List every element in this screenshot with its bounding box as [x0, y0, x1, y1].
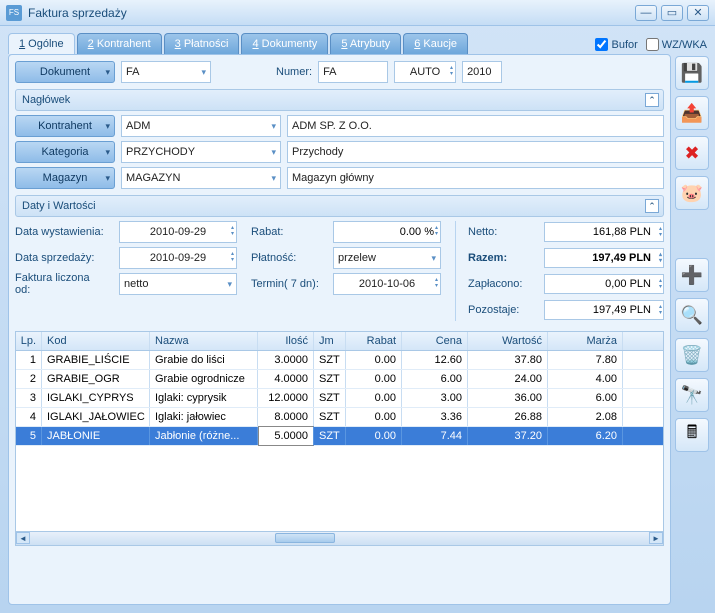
tab-atrybuty[interactable]: 5 Atrybuty	[330, 33, 401, 54]
save-button[interactable]: 💾	[675, 56, 709, 90]
netto-label: Netto:	[468, 226, 538, 238]
dokument-button[interactable]: Dokument	[15, 61, 115, 83]
search-button[interactable]: 🔍	[675, 298, 709, 332]
rabat-label: Rabat:	[251, 221, 319, 243]
magazyn-button[interactable]: Magazyn	[15, 167, 115, 189]
kontrahent-code-combo[interactable]: ADM	[121, 115, 281, 137]
year-field[interactable]: 2010	[462, 61, 502, 83]
razem-label: Razem:	[468, 252, 538, 264]
sidebar-toolbar: 💾 📤 ✖ 🐷 ➕ 🔍 🗑️ 🔭 🖩	[675, 56, 711, 452]
tabs: 1 Ogólne2 Kontrahent3 Płatności4 Dokumen…	[0, 26, 715, 54]
auto-spinner[interactable]: AUTO	[394, 61, 456, 83]
table-row[interactable]: 1GRABIE_LIŚCIEGrabie do liści3.0000SZT0.…	[16, 351, 663, 370]
col-wart[interactable]: Wartość	[468, 332, 548, 350]
col-jm[interactable]: Jm	[314, 332, 346, 350]
scroll-left-arrow[interactable]: ◄	[16, 532, 30, 544]
termin-label: Termin( 7 dn):	[251, 273, 319, 295]
faktura-liczona-label: Faktura liczona od:	[15, 273, 105, 295]
kategoria-name-field[interactable]: Przychody	[287, 141, 664, 163]
window-title: Faktura sprzedaży	[28, 6, 635, 20]
razem-value[interactable]: 197,49 PLN	[544, 248, 664, 268]
daty-collapse-button[interactable]: ⌃	[645, 199, 659, 213]
magazyn-name-field[interactable]: Magazyn główny	[287, 167, 664, 189]
zaplacono-value[interactable]: 0,00 PLN	[544, 274, 664, 294]
platnosc-label: Płatność:	[251, 247, 319, 269]
numer-label: Numer:	[276, 61, 312, 83]
data-wystawienia-label: Data wystawienia:	[15, 221, 105, 243]
data-wystawienia-field[interactable]: 2010-09-29	[119, 221, 237, 243]
items-grid: Lp. Kod Nazwa Ilość Jm Rabat Cena Wartoś…	[15, 331, 664, 546]
maximize-button[interactable]: ▭	[661, 5, 683, 21]
content-panel: Dokument FA Numer: FA AUTO 2010 Nagłówek…	[8, 54, 671, 605]
dokument-type-combo[interactable]: FA	[121, 61, 211, 83]
tab-kontrahent[interactable]: 2 Kontrahent	[77, 33, 162, 54]
naglowek-label: Nagłówek	[22, 94, 70, 106]
data-sprzedazy-field[interactable]: 2010-09-29	[119, 247, 237, 269]
numer-field[interactable]: FA	[318, 61, 388, 83]
find-button[interactable]: 🔭	[675, 378, 709, 412]
liczona-od-combo[interactable]: netto	[119, 273, 237, 295]
bufor-checkbox[interactable]: Bufor	[595, 38, 637, 51]
add-button[interactable]: ➕	[675, 258, 709, 292]
daty-label: Daty i Wartości	[22, 200, 96, 212]
calculator-button[interactable]: 🖩	[675, 418, 709, 452]
delete-button[interactable]: ✖	[675, 136, 709, 170]
scroll-thumb[interactable]	[275, 533, 335, 543]
termin-field[interactable]: 2010-10-06	[333, 273, 441, 295]
trash-button[interactable]: 🗑️	[675, 338, 709, 372]
grid-hscrollbar[interactable]: ◄ ►	[16, 531, 663, 545]
pozostaje-value[interactable]: 197,49 PLN	[544, 300, 664, 320]
netto-value[interactable]: 161,88 PLN	[544, 222, 664, 242]
col-marza[interactable]: Marża	[548, 332, 623, 350]
table-row[interactable]: 4IGLAKI_JAŁOWIECIglaki: jałowiec8.0000SZ…	[16, 408, 663, 427]
col-nazwa[interactable]: Nazwa	[150, 332, 258, 350]
export-button[interactable]: 📤	[675, 96, 709, 130]
col-cena[interactable]: Cena	[402, 332, 468, 350]
app-icon: FS	[6, 5, 22, 21]
col-lp[interactable]: Lp.	[16, 332, 42, 350]
wzwka-checkbox[interactable]: WZ/WKA	[646, 38, 707, 51]
scroll-right-arrow[interactable]: ►	[649, 532, 663, 544]
kontrahent-name-field[interactable]: ADM SP. Z O.O.	[287, 115, 664, 137]
tab-ogólne[interactable]: 1 Ogólne	[8, 33, 75, 54]
magazyn-code-combo[interactable]: MAGAZYN	[121, 167, 281, 189]
pozostaje-label: Pozostaje:	[468, 304, 538, 316]
naglowek-section-header: Nagłówek ⌃	[15, 89, 664, 111]
col-rabat[interactable]: Rabat	[346, 332, 402, 350]
table-row[interactable]: 5JABŁONIEJabłonie (różne...5.0000SZT0.00…	[16, 427, 663, 446]
zaplacono-label: Zapłacono:	[468, 278, 538, 290]
tab-płatności[interactable]: 3 Płatności	[164, 33, 240, 54]
platnosc-combo[interactable]: przelew	[333, 247, 441, 269]
rabat-field[interactable]: 0.00 %	[333, 221, 441, 243]
tab-kaucje[interactable]: 6 Kaucje	[403, 33, 468, 54]
kontrahent-button[interactable]: Kontrahent	[15, 115, 115, 137]
naglowek-collapse-button[interactable]: ⌃	[645, 93, 659, 107]
kategoria-button[interactable]: Kategoria	[15, 141, 115, 163]
table-row[interactable]: 2GRABIE_OGRGrabie ogrodnicze4.0000SZT0.0…	[16, 370, 663, 389]
daty-section-header: Daty i Wartości ⌃	[15, 195, 664, 217]
kategoria-code-combo[interactable]: PRZYCHODY	[121, 141, 281, 163]
close-button[interactable]: ✕	[687, 5, 709, 21]
titlebar: FS Faktura sprzedaży — ▭ ✕	[0, 0, 715, 26]
col-kod[interactable]: Kod	[42, 332, 150, 350]
col-ilosc[interactable]: Ilość	[258, 332, 314, 350]
tab-dokumenty[interactable]: 4 Dokumenty	[241, 33, 328, 54]
table-row[interactable]: 3IGLAKI_CYPRYSIglaki: cyprysik12.0000SZT…	[16, 389, 663, 408]
minimize-button[interactable]: —	[635, 5, 657, 21]
piggy-button[interactable]: 🐷	[675, 176, 709, 210]
data-sprzedazy-label: Data sprzedaży:	[15, 247, 105, 269]
grid-header: Lp. Kod Nazwa Ilość Jm Rabat Cena Wartoś…	[16, 332, 663, 351]
